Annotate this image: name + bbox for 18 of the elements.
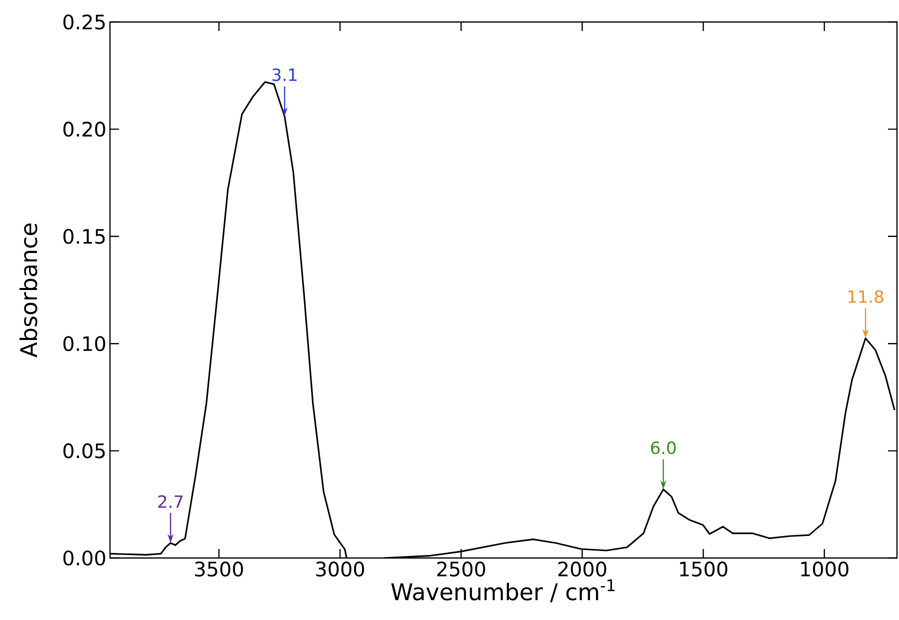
- annotation: 3.1: [272, 68, 296, 82]
- annotation: 6.0: [651, 441, 676, 454]
- annotation: 2.7: [158, 495, 183, 508]
- y-tick-label: 0.20: [63, 122, 106, 137]
- x-tick-label: 2500: [437, 562, 486, 577]
- annotation: 11.8: [848, 290, 884, 304]
- x-tick-label: 2000: [558, 562, 606, 577]
- x-tick-label: 3500: [195, 562, 243, 577]
- y-axis-title: Absorbance: [20, 223, 38, 358]
- y-tick-label: 0.15: [63, 228, 105, 244]
- y-tick-label: 0.25: [63, 14, 105, 30]
- x-tick-label: 1500: [680, 562, 728, 577]
- x-tick-label: 3000: [316, 562, 364, 577]
- y-tick-label: 0.05: [63, 443, 105, 458]
- x-tick-label: 1000: [801, 562, 848, 577]
- x-axis-title: Wavenumber / cm$^{-1}$: [391, 579, 615, 602]
- y-tick-label: 0.10: [63, 336, 106, 352]
- y-tick-label: 0.00: [63, 550, 106, 566]
